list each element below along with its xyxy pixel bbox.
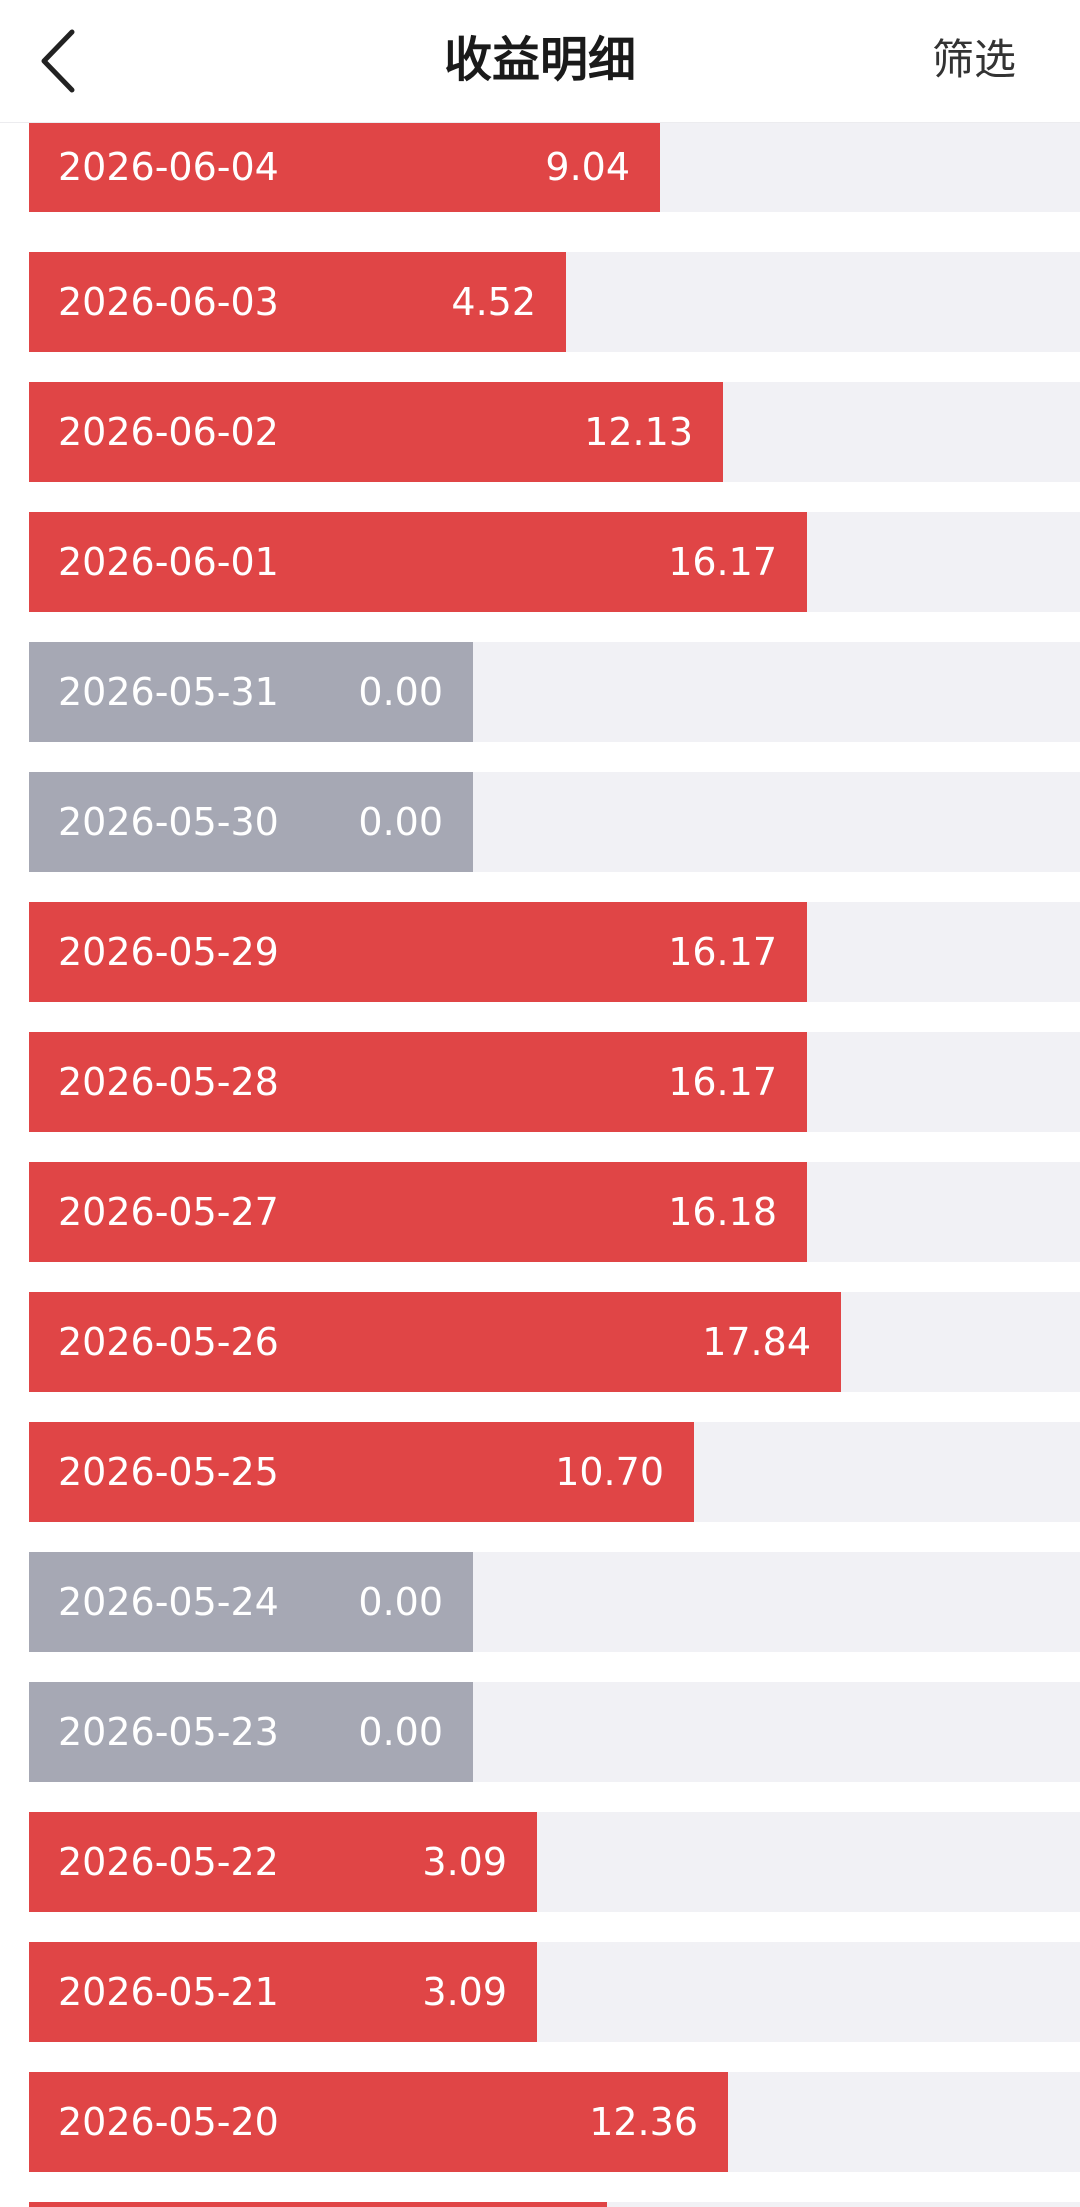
earnings-bar: 2026-05-24 0.00 [29, 1552, 473, 1652]
earnings-list[interactable]: 2026-06-04 9.04 2026-06-03 4.52 2026-06-02 12… [0, 122, 1080, 2207]
row-amount: 0.00 [358, 1580, 443, 1624]
filter-button[interactable]: 筛选 [931, 35, 1016, 84]
row-date: 2026-06-02 [58, 410, 279, 454]
row-date: 2026-05-30 [58, 800, 279, 844]
earnings-bar: 2026-05-21 3.09 [29, 1942, 537, 2042]
earnings-bar: 2026-05-28 16.17 [29, 1032, 807, 1132]
row-date: 2026-05-27 [58, 1190, 279, 1234]
row-amount: 16.18 [668, 1190, 777, 1234]
page-title: 收益明细 [443, 32, 636, 88]
row-date: 2026-06-04 [58, 145, 279, 189]
earnings-row[interactable]: 2026-06-04 9.04 [29, 122, 1080, 212]
earnings-row[interactable]: 2026-05-23 0.00 [29, 1682, 1080, 1782]
earnings-row[interactable]: 2026-05-27 16.18 [29, 1162, 1080, 1262]
earnings-row[interactable]: 2026-05-31 0.00 [29, 642, 1080, 742]
earnings-bar: 2026-05-27 16.18 [29, 1162, 807, 1262]
row-date: 2026-06-01 [58, 540, 279, 584]
row-amount: 17.84 [702, 1320, 811, 1364]
earnings-bar: 2026-05-29 16.17 [29, 902, 807, 1002]
earnings-row[interactable]: 2026-05-28 16.17 [29, 1032, 1080, 1132]
earnings-row[interactable]: 2026-05-30 0.00 [29, 772, 1080, 872]
row-date: 2026-05-23 [58, 1710, 279, 1754]
earnings-bar: 2026-05-30 0.00 [29, 772, 473, 872]
earnings-bar: 2026-06-04 9.04 [29, 122, 660, 212]
earnings-bar: 2026-05-22 3.09 [29, 1812, 537, 1912]
earnings-bar: 2026-05-26 17.84 [29, 1292, 841, 1392]
earnings-row[interactable]: 2026-05-20 12.36 [29, 2072, 1080, 2172]
row-amount: 0.00 [358, 670, 443, 714]
earnings-bar: 2026-05-23 0.00 [29, 1682, 473, 1782]
row-date: 2026-05-25 [58, 1450, 279, 1494]
row-amount: 12.13 [584, 410, 693, 454]
chevron-left-icon [41, 29, 75, 93]
earnings-bar: 2026-05-31 0.00 [29, 642, 473, 742]
earnings-bar: 2026-06-02 12.13 [29, 382, 723, 482]
row-amount: 0.00 [358, 1710, 443, 1754]
row-amount: 0.00 [358, 800, 443, 844]
earnings-bar: 2026-05-20 12.36 [29, 2072, 728, 2172]
row-date: 2026-05-28 [58, 1060, 279, 1104]
row-date: 2026-05-22 [58, 1840, 279, 1884]
row-date: 2026-06-03 [58, 280, 279, 324]
earnings-row[interactable]: 2026-05-29 16.17 [29, 902, 1080, 1002]
earnings-bar: 2026-05-25 10.70 [29, 1422, 694, 1522]
earnings-row-partial[interactable] [29, 2202, 1080, 2207]
row-amount: 16.17 [668, 1060, 777, 1104]
row-date: 2026-05-26 [58, 1320, 279, 1364]
row-amount: 4.52 [451, 280, 536, 324]
row-date: 2026-05-29 [58, 930, 279, 974]
earnings-row[interactable]: 2026-06-02 12.13 [29, 382, 1080, 482]
earnings-bar: 2026-06-03 4.52 [29, 252, 566, 352]
earnings-bar: 2026-06-01 16.17 [29, 512, 807, 612]
earnings-row[interactable]: 2026-05-25 10.70 [29, 1422, 1080, 1522]
earnings-row[interactable]: 2026-06-03 4.52 [29, 252, 1080, 352]
earnings-bar [29, 2202, 607, 2207]
top-nav-bar: 收益明细 筛选 [0, 0, 1080, 123]
earnings-row[interactable]: 2026-05-26 17.84 [29, 1292, 1080, 1392]
row-date: 2026-05-24 [58, 1580, 279, 1624]
earnings-row[interactable]: 2026-06-01 16.17 [29, 512, 1080, 612]
row-amount: 3.09 [422, 1840, 507, 1884]
row-date: 2026-05-21 [58, 1970, 279, 2014]
row-amount: 9.04 [545, 145, 630, 189]
row-amount: 3.09 [422, 1970, 507, 2014]
row-date: 2026-05-31 [58, 670, 279, 714]
row-amount: 10.70 [555, 1450, 664, 1494]
earnings-row[interactable]: 2026-05-24 0.00 [29, 1552, 1080, 1652]
earnings-row[interactable]: 2026-05-22 3.09 [29, 1812, 1080, 1912]
row-amount: 12.36 [589, 2100, 698, 2144]
back-button[interactable] [38, 26, 98, 96]
row-amount: 16.17 [668, 540, 777, 584]
row-date: 2026-05-20 [58, 2100, 279, 2144]
row-amount: 16.17 [668, 930, 777, 974]
earnings-row[interactable]: 2026-05-21 3.09 [29, 1942, 1080, 2042]
